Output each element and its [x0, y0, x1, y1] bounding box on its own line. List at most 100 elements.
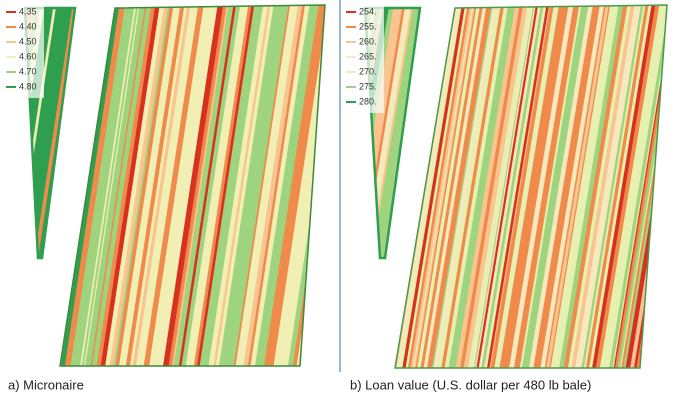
legend-label: 265. — [359, 51, 377, 61]
field-stripe — [91, 5, 152, 366]
field-stripe — [399, 5, 463, 368]
field-stripe — [528, 5, 591, 368]
field-stripe — [565, 5, 628, 368]
field-outline — [59, 4, 326, 367]
field-stripe — [268, 5, 325, 366]
field-stripe — [113, 5, 171, 366]
field-stripe — [185, 5, 247, 366]
caption: b) Loan value (U.S. dollar per 480 lb ba… — [350, 377, 591, 392]
field-stripe — [204, 5, 264, 366]
field-stripe — [225, 5, 285, 366]
field-stripe — [109, 5, 169, 366]
field-stripe — [550, 5, 620, 368]
field-stripe — [76, 5, 136, 366]
legend-label: 260. — [359, 36, 377, 46]
field-stripe — [166, 5, 224, 366]
field-stripe — [571, 5, 636, 368]
field-stripe — [599, 5, 667, 368]
field-stripe — [125, 5, 185, 366]
field-stripe — [218, 5, 278, 366]
field-stripe — [455, 5, 521, 368]
field-stripe — [199, 5, 260, 366]
field-stripe — [148, 5, 209, 366]
field-stripe — [431, 5, 494, 368]
field-stripe — [178, 5, 237, 366]
field-stripe — [581, 5, 644, 368]
field-stripe — [530, 5, 594, 368]
legend-label: 4.40 — [19, 21, 37, 31]
field-stripe — [519, 5, 582, 368]
field-stripe — [521, 5, 586, 368]
field-stripe — [420, 5, 484, 368]
legend-label: 255. — [359, 21, 377, 31]
field-map — [25, 5, 325, 366]
field-stripe — [171, 5, 229, 366]
field-stripe — [153, 5, 219, 366]
field-stripe — [96, 5, 156, 366]
field-stripe — [585, 5, 650, 368]
legend-background — [2, 4, 44, 98]
field-stripe — [489, 5, 551, 368]
field-stripe — [79, 5, 137, 366]
field-stripe — [474, 5, 537, 368]
field-stripe — [145, 5, 205, 366]
field-stripe — [235, 5, 296, 366]
field-stripe — [423, 5, 488, 368]
field-stripe — [608, 5, 667, 368]
field-stripe — [208, 5, 269, 366]
field-stripe — [544, 5, 607, 368]
caption: a) Micronaire — [8, 377, 84, 392]
legend-label: 270. — [359, 66, 377, 76]
field-stripe — [591, 5, 656, 368]
legend-background — [342, 4, 384, 113]
field-stripe — [70, 5, 131, 366]
field-stripe — [64, 5, 122, 366]
field-stripe — [494, 5, 559, 368]
field-stripe — [132, 5, 191, 366]
field-stripe — [100, 5, 161, 366]
field-stripe — [563, 5, 626, 368]
field-stripe — [467, 5, 533, 368]
field-stripe — [668, 4, 680, 370]
field-stripe — [517, 5, 580, 368]
field-stripe — [416, 5, 481, 368]
field-stripe — [173, 5, 234, 366]
field-stripe — [612, 5, 667, 368]
field-stripe — [135, 5, 199, 366]
field-stripe — [478, 5, 542, 368]
field-stripe — [412, 5, 475, 368]
field-stripe — [407, 5, 471, 368]
field-stripe — [196, 5, 255, 366]
field-stripe — [673, 4, 680, 370]
field-stripe — [661, 5, 667, 368]
field-stripe — [213, 5, 271, 366]
field-stripe — [476, 5, 539, 368]
field-stripe — [481, 5, 545, 368]
field-stripe — [83, 5, 141, 366]
field-stripe — [567, 5, 630, 368]
field-stripe — [233, 5, 291, 366]
field-outline — [394, 4, 668, 369]
field-stripe — [545, 5, 610, 368]
field-stripe — [104, 5, 165, 366]
field-stripe — [250, 5, 311, 366]
field-stripe — [190, 5, 249, 366]
legend-label: 4.80 — [19, 81, 37, 91]
field-stripe — [583, 5, 646, 368]
field-stripe — [222, 5, 281, 366]
field-stripe — [440, 5, 505, 368]
field-stripe — [569, 5, 632, 368]
field-stripe — [432, 5, 498, 368]
field-stripe — [483, 5, 547, 368]
field-stripe — [396, 5, 461, 368]
field-stripe — [118, 5, 181, 366]
field-stripe — [473, 5, 536, 368]
field-stripe — [74, 5, 132, 366]
field-stripe — [193, 5, 253, 366]
field-stripe — [162, 5, 222, 366]
field-stripe — [448, 5, 516, 368]
field-stripe — [279, 5, 325, 366]
field-stripe — [168, 5, 228, 366]
